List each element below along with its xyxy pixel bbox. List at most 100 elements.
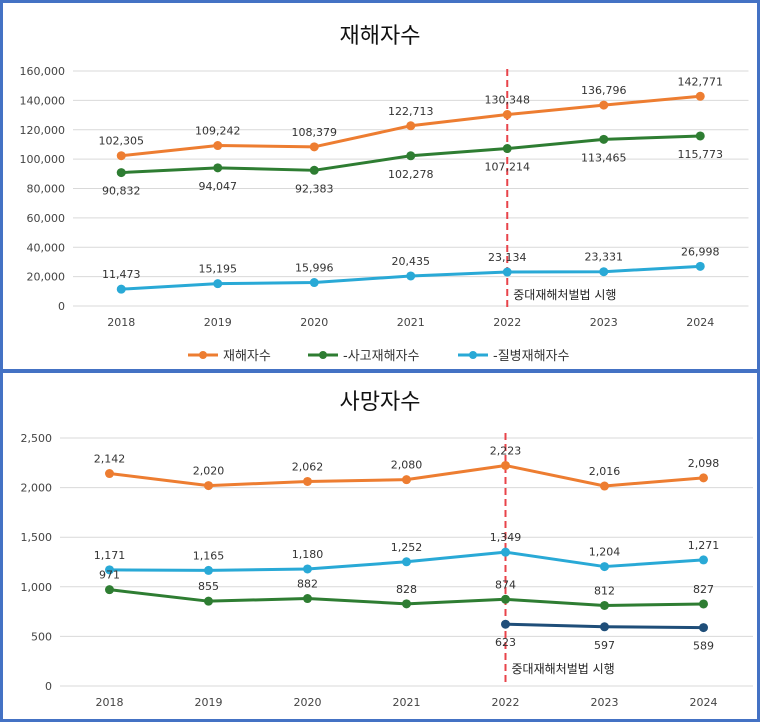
data-label: 90,832 <box>102 185 141 198</box>
y-tick-label: 40,000 <box>27 241 66 254</box>
y-tick-label: 0 <box>58 300 65 313</box>
y-tick-label: 2,000 <box>21 482 53 495</box>
data-label: 2,098 <box>688 457 720 470</box>
data-label: 130,348 <box>485 94 531 107</box>
data-point <box>695 261 705 271</box>
x-tick-label: 2023 <box>591 696 619 709</box>
data-point <box>116 168 126 178</box>
chart-legend: 재해자수 -사고재해자수 -질병재해자수 <box>188 349 569 364</box>
data-label: 1,349 <box>490 531 522 544</box>
data-label: 882 <box>297 578 318 591</box>
data-label: 2,062 <box>292 460 324 473</box>
y-tick-label: 60,000 <box>27 212 66 225</box>
data-label: 1,271 <box>688 539 720 552</box>
data-point <box>501 460 510 470</box>
x-tick-label: 2022 <box>492 696 520 709</box>
data-point <box>213 163 223 173</box>
x-tick-label: 2018 <box>107 316 135 329</box>
data-point <box>116 151 126 161</box>
data-point <box>406 121 416 131</box>
y-tick-label: 140,000 <box>20 94 66 107</box>
data-label: 109,242 <box>195 125 241 138</box>
data-point <box>501 619 510 629</box>
data-point <box>699 599 708 609</box>
data-label: 142,771 <box>678 75 724 88</box>
data-point <box>599 267 609 277</box>
data-point <box>204 481 213 491</box>
data-point <box>303 564 312 574</box>
data-point <box>105 585 114 595</box>
y-tick-label: 120,000 <box>20 124 66 137</box>
data-label: 11,473 <box>102 268 141 281</box>
data-point <box>600 562 609 572</box>
data-point <box>303 594 312 604</box>
data-point <box>309 142 319 152</box>
data-label: 102,278 <box>388 168 434 181</box>
data-label: 2,080 <box>391 459 423 472</box>
y-tick-label: 500 <box>31 630 52 643</box>
data-point <box>213 279 223 289</box>
data-label: 115,773 <box>678 148 724 161</box>
data-label: 1,204 <box>589 546 621 559</box>
data-label: 23,331 <box>585 251 624 264</box>
data-point <box>502 144 512 154</box>
data-point <box>116 284 126 294</box>
data-label: 23,134 <box>488 251 527 264</box>
data-label: 92,383 <box>295 182 334 195</box>
x-tick-label: 2020 <box>300 316 328 329</box>
data-label: 15,996 <box>295 262 334 275</box>
accident-victims-chart: 재해자수 중대재해처벌법 시행 102,305 109,242 108,379 122… <box>20 24 749 364</box>
data-label: 597 <box>594 639 615 652</box>
fatalities-chart: 사망자수 중대재해처벌법 시행 2,142 2,020 2,062 2,080 2,22… <box>21 390 753 709</box>
y-tick-label: 160,000 <box>20 65 66 78</box>
data-point <box>402 475 411 485</box>
data-label: 20,435 <box>392 255 431 268</box>
data-point <box>402 599 411 609</box>
legend-marker <box>199 351 207 359</box>
data-label: 2,142 <box>94 453 126 466</box>
data-point <box>599 100 609 110</box>
legend-entry: -질병재해자수 <box>493 349 569 364</box>
data-label: 874 <box>495 578 516 591</box>
data-point <box>402 557 411 567</box>
data-point <box>699 473 708 483</box>
data-point <box>600 481 609 491</box>
x-tick-label: 2019 <box>195 696 223 709</box>
data-label: 2,020 <box>193 465 225 478</box>
legend-entry: -사고재해자수 <box>343 349 419 364</box>
data-label: 971 <box>99 569 120 582</box>
data-point <box>105 469 114 479</box>
chart-title: 재해자수 <box>340 24 421 49</box>
x-tick-label: 2021 <box>393 696 421 709</box>
y-tick-label: 100,000 <box>20 153 66 166</box>
law-enforcement-annotation: 중대재해처벌법 시행 <box>513 287 616 302</box>
x-tick-label: 2024 <box>690 696 718 709</box>
data-label: 1,171 <box>94 549 126 562</box>
y-tick-label: 1,500 <box>21 531 53 544</box>
data-label: 108,379 <box>292 126 338 139</box>
data-point <box>501 547 510 557</box>
data-label: 812 <box>594 584 615 597</box>
y-tick-label: 0 <box>45 680 52 693</box>
data-point <box>502 110 512 120</box>
data-point <box>599 134 609 144</box>
chart-title: 사망자수 <box>340 390 421 415</box>
y-tick-label: 2,500 <box>21 432 53 445</box>
legend-marker <box>319 351 327 359</box>
data-point <box>309 165 319 175</box>
x-tick-label: 2023 <box>590 316 618 329</box>
x-tick-label: 2020 <box>294 696 322 709</box>
data-point <box>695 131 705 141</box>
data-label: 136,796 <box>581 84 627 97</box>
data-point <box>406 151 416 161</box>
data-point <box>309 278 319 288</box>
x-tick-label: 2024 <box>686 316 714 329</box>
y-tick-label: 1,000 <box>21 581 53 594</box>
x-tick-label: 2018 <box>96 696 124 709</box>
data-point <box>303 476 312 486</box>
y-tick-label: 20,000 <box>27 271 66 284</box>
data-point <box>105 565 114 575</box>
data-label: 15,195 <box>199 263 238 276</box>
data-point <box>600 600 609 610</box>
data-label: 827 <box>693 583 714 596</box>
